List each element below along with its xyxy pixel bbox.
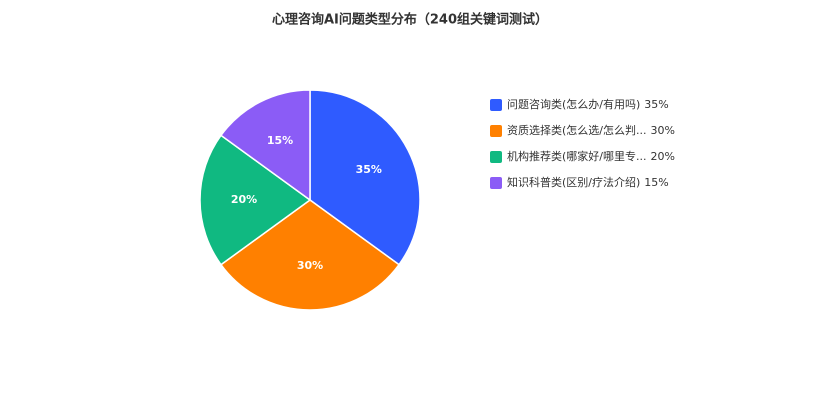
legend-value: 30% bbox=[651, 124, 675, 137]
legend-name: 资质选择类(怎么选/怎么判... bbox=[507, 123, 647, 137]
legend-name: 知识科普类(区别/疗法介绍) bbox=[507, 175, 640, 189]
slice-label: 15% bbox=[267, 134, 293, 147]
legend-value: 35% bbox=[644, 98, 668, 111]
legend-name: 机构推荐类(哪家好/哪里专... bbox=[507, 149, 647, 163]
pie-slice bbox=[219, 199, 401, 311]
legend-label: 问题咨询类(怎么办/有用吗) 35% bbox=[507, 97, 669, 111]
legend-label: 机构推荐类(哪家好/哪里专... 20% bbox=[507, 149, 675, 163]
legend-label: 知识科普类(区别/疗法介绍) 15% bbox=[507, 175, 669, 189]
legend-marker bbox=[490, 151, 502, 163]
legend-marker bbox=[490, 125, 502, 137]
slice-label: 20% bbox=[231, 193, 257, 206]
legend-label: 资质选择类(怎么选/怎么判... 30% bbox=[507, 123, 675, 137]
legend-marker bbox=[490, 99, 502, 111]
pie-slice bbox=[309, 89, 421, 266]
pie-slice bbox=[219, 89, 311, 202]
legend-value: 20% bbox=[651, 150, 675, 163]
slice-label: 30% bbox=[297, 259, 323, 272]
legend-value: 15% bbox=[644, 176, 668, 189]
legend-marker bbox=[490, 177, 502, 189]
pie-slice bbox=[199, 134, 312, 266]
slice-label: 35% bbox=[356, 163, 382, 176]
legend-name: 问题咨询类(怎么办/有用吗) bbox=[507, 97, 640, 111]
chart-title: 心理咨询AI问题类型分布（240组关键词测试） bbox=[272, 12, 548, 28]
